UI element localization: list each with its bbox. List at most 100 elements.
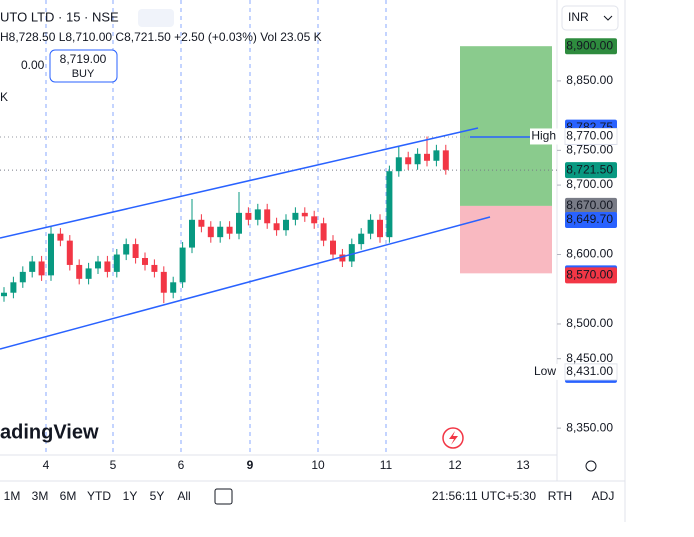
candle-body [320,223,327,241]
candle-body [386,171,393,238]
time-tick-label: 10 [311,458,325,472]
price-marker [565,267,617,284]
price-marker-label: 8,900.00 [566,38,613,52]
price-tick-label: 8,750.00 [566,143,613,157]
price-marker-label: 8,721.50 [566,162,613,176]
candle-body [348,244,355,262]
candle-body [29,261,36,272]
candle-body [198,219,205,227]
candle-body [301,212,308,217]
channel-upper [0,127,479,239]
calendar-icon[interactable] [214,488,233,505]
price-marker-label: 8,670.00 [566,198,613,212]
price-marker-label: 8,570.00 [566,268,613,282]
high-title-box [530,128,560,145]
clock: 21:56:11 UTC+5:30 [432,489,537,503]
price-tick-label: 8,450.00 [566,351,613,365]
price-tick-label: 8,500.00 [566,316,613,330]
buy-label[interactable]: BUY [72,68,95,80]
high-title: High [531,129,556,143]
target-zone [460,46,552,206]
candle-body [264,209,271,224]
range-button[interactable]: 1M [4,489,21,503]
time-tick-label: 6 [178,458,185,472]
adjust-button[interactable]: ADJ [592,489,615,503]
toolbar: 1M 3M 6M YTD 1Y 5Y All 21:56:11 UTC+5:30 RTH ADJ [4,489,615,503]
candle-body [19,271,26,283]
range-button[interactable]: 3M [32,489,49,503]
price-tick-label: 8,700.00 [566,177,613,191]
candle-body [236,212,242,234]
candle-body [414,153,421,165]
candle-body [273,223,280,231]
range-button[interactable]: 6M [60,489,77,503]
time-tick-label: 13 [516,458,530,472]
candle-body [358,233,365,245]
range-button[interactable]: All [177,489,190,503]
candle-body [424,153,430,161]
symbol-toggle[interactable] [138,9,174,27]
candle-body [217,226,224,238]
symbol: UTO LTD · 15 · NSE [0,9,119,24]
candle-body [179,247,186,283]
currency[interactable]: INR [568,10,589,24]
price-marker [565,162,617,179]
watermark: adingView [0,421,99,443]
session-button[interactable]: RTH [548,489,572,503]
price-tick-label: 8,350.00 [566,420,613,434]
stop-zone [460,205,552,274]
ohlc: H8,728.50 L8,710.00 C8,721.50 +2.50 (+0.… [0,30,322,44]
candles [1,136,449,304]
event-bolt [449,431,458,445]
range-button[interactable]: 1Y [123,489,138,503]
range-button[interactable]: YTD [87,489,111,503]
price-tick-label: 8,850.00 [566,73,613,87]
candle-body [433,150,440,161]
candle-body [48,233,54,276]
time-tick-label: 5 [110,458,117,472]
price-axis: 8,850.00 8,750.00 8,700.00 8,600.00 8,500.00… [530,38,618,434]
price-marker [565,197,617,214]
price-marker-label: 8,649.70 [566,212,613,226]
price-marker [565,38,617,55]
candle-body [66,240,73,265]
settings-icon[interactable] [585,460,597,472]
candle-body [95,261,101,269]
candle-body [226,226,233,234]
time-tick-label: 11 [380,458,393,472]
buy-button[interactable] [49,49,118,83]
candle-body [311,216,318,224]
candle-body [1,292,7,297]
candle-body [151,264,158,272]
candle-body [283,219,289,231]
low-box [564,363,618,381]
candle-body [254,209,261,220]
candle-body [38,261,45,276]
candle-body [85,268,92,279]
candle-body [405,157,412,165]
candle-body [104,261,111,272]
candle-body [442,150,449,170]
dropdown-arrow [603,15,613,21]
candle-body [292,212,299,220]
candle-body [57,233,64,241]
candle-body [395,157,402,172]
currency-select[interactable] [561,5,619,31]
candle-body [339,254,346,262]
time-tick-label: 12 [448,458,462,472]
candle-body [330,240,336,255]
candle-body [170,282,177,293]
channel-lower [0,216,491,350]
range-button[interactable]: 5Y [150,489,165,503]
candle-body [160,271,167,293]
sell-qty: 0.00 [21,58,45,72]
low-label: 8,431.00 [566,364,613,378]
high-box [564,127,618,145]
low-title-box [530,363,560,380]
time-tick-label: 4 [43,458,50,472]
price-tick-label: 8,600.00 [566,247,613,261]
low-title: Low [534,364,556,378]
buy-price[interactable]: 8,719.00 [60,52,107,66]
candle-body [10,282,17,293]
